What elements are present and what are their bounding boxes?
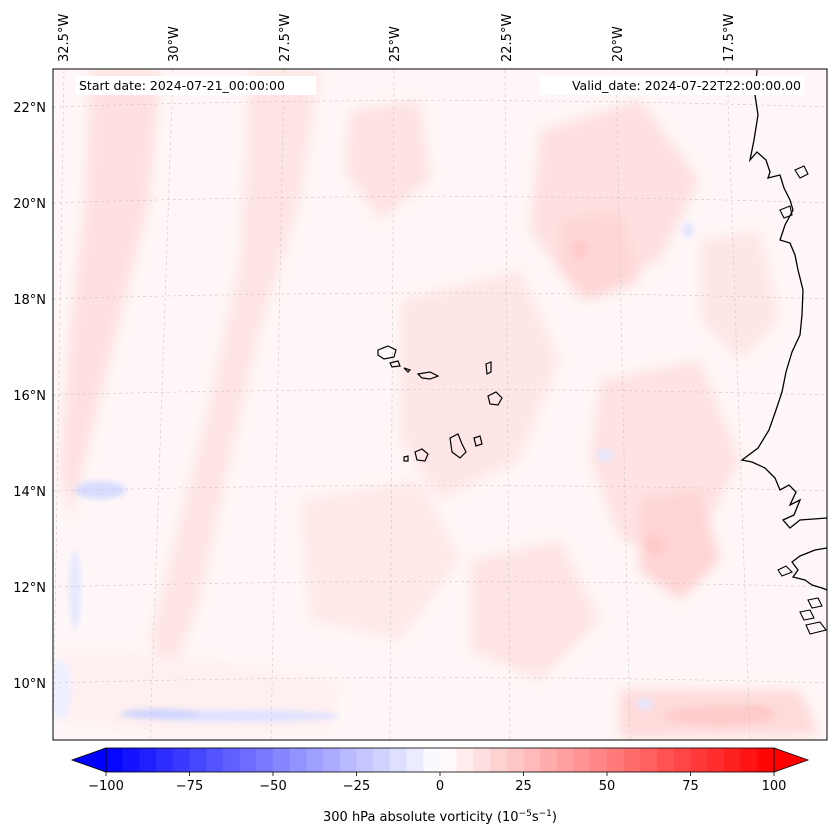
- colorbar-cell: [640, 748, 658, 772]
- colorbar-cell: [673, 748, 691, 772]
- map-panel: [53, 69, 827, 740]
- colorbar-cell: [456, 748, 474, 772]
- colorbar-extend-max: [773, 747, 810, 773]
- start-date-text: Start date: 2024-07-21_00:00:00: [79, 78, 285, 93]
- lat-label: 20°N: [13, 197, 46, 212]
- colorbar-cell: [690, 748, 708, 772]
- colorbar-cell: [423, 748, 441, 772]
- guinea-bissau-islands: [777, 565, 827, 635]
- lat-label: 12°N: [13, 581, 46, 596]
- island-sal: [485, 361, 492, 375]
- lon-label: 20°W: [611, 26, 626, 62]
- lat-label: 22°N: [13, 101, 46, 116]
- colorbar-tick-label: 25: [515, 779, 532, 794]
- colorbar-cell: [389, 748, 408, 772]
- colorbar-cell: [339, 748, 357, 772]
- island-santiago: [449, 433, 467, 459]
- valid-date-box: Valid_date: 2024-07-22T22:00:00.00: [540, 76, 804, 95]
- colorbar-cell: [206, 748, 224, 772]
- island-maio: [473, 435, 483, 447]
- colorbar-cell: [657, 748, 675, 772]
- colorbar-cell: [139, 748, 157, 772]
- colorbar-tick-label: 0: [436, 779, 444, 794]
- colorbar-cell: [273, 748, 291, 772]
- colorbar-cell: [523, 748, 541, 772]
- colorbar-cell: [723, 748, 742, 772]
- island-fogo: [414, 448, 429, 462]
- lon-label: 32.5°W: [57, 14, 72, 62]
- colorbar-cell: [707, 748, 725, 772]
- colorbar-cell: [239, 748, 257, 772]
- island-santa-luzia: [403, 367, 412, 373]
- vorticity-field-strong-positive: [572, 240, 775, 726]
- canary-like-coast-bits: [779, 165, 809, 219]
- island-santo-antao: [377, 345, 397, 360]
- lon-label: 27.5°W: [278, 14, 293, 62]
- colorbar-cell: [590, 748, 608, 772]
- colorbar-ticks: −100 −75 −50 −25 0 25 50 75 100: [88, 772, 786, 794]
- colorbar-cell: [506, 748, 524, 772]
- colorbar-cell: [122, 748, 140, 772]
- colorbar-cell: [306, 748, 324, 772]
- colorbar-cell: [406, 748, 424, 772]
- vorticity-field: [60, 70, 820, 738]
- lat-label: 18°N: [13, 293, 46, 308]
- colorbar-tick-label: 50: [599, 779, 616, 794]
- graticule: [53, 69, 827, 740]
- colorbar-cell: [473, 748, 491, 772]
- lon-label: 17.5°W: [722, 14, 737, 62]
- longitude-labels: 32.5°W 30°W 27.5°W 25°W 22.5°W 20°W 17.5…: [57, 14, 737, 62]
- cape-verde-islands: [377, 345, 503, 462]
- colorbar-cell: [740, 748, 758, 772]
- colorbar-label: 300 hPa absolute vorticity (10−5s−1): [323, 809, 557, 825]
- colorbar-cell: [172, 748, 190, 772]
- colorbar-tick-label: −100: [88, 779, 124, 794]
- colorbar-cell: [623, 748, 641, 772]
- colorbar-cell: [757, 748, 775, 772]
- colorbar-tick-label: 100: [762, 779, 787, 794]
- latitude-labels: 22°N 20°N 18°N 16°N 14°N 12°N 10°N: [13, 101, 46, 692]
- colorbar-cell: [373, 748, 391, 772]
- colorbar-extend-min: [70, 747, 107, 773]
- lat-label: 16°N: [13, 389, 46, 404]
- colorbar-cell: [222, 748, 241, 772]
- colorbar-cell: [156, 748, 174, 772]
- map-frame: [52, 68, 828, 741]
- colorbar-cell: [106, 748, 124, 772]
- lon-label: 25°W: [388, 26, 403, 62]
- island-brava: [403, 455, 409, 462]
- colorbar-tick-label: 75: [682, 779, 699, 794]
- colorbar-cells: [106, 748, 775, 772]
- colorbar-cell: [540, 748, 558, 772]
- colorbar-tick-label: −50: [259, 779, 286, 794]
- island-sao-nicolau: [416, 371, 440, 380]
- colorbar-cell: [256, 748, 274, 772]
- colorbar-cell: [607, 748, 625, 772]
- vorticity-field-negative: [53, 222, 694, 722]
- island-boa-vista: [487, 391, 503, 406]
- colorbar: −100 −75 −50 −25 0 25 50 75 100 300 hPa absolute…: [70, 747, 810, 825]
- africa-coastline: [740, 69, 827, 529]
- valid-date-text: Valid_date: 2024-07-22T22:00:00.00: [572, 78, 801, 93]
- colorbar-cell: [573, 748, 591, 772]
- lon-label: 30°W: [167, 26, 182, 62]
- colorbar-tick-label: −75: [176, 779, 203, 794]
- colorbar-cell: [490, 748, 508, 772]
- island-sao-vicente: [389, 360, 401, 368]
- colorbar-cell: [323, 748, 341, 772]
- africa-coastline-south: [791, 547, 827, 591]
- colorbar-tick-label: −25: [343, 779, 370, 794]
- colorbar-cell: [189, 748, 207, 772]
- start-date-box: Start date: 2024-07-21_00:00:00: [76, 76, 316, 95]
- lat-label: 14°N: [13, 485, 46, 500]
- colorbar-cell: [289, 748, 307, 772]
- lat-label: 10°N: [13, 677, 46, 692]
- lon-label: 22.5°W: [500, 14, 515, 62]
- colorbar-cell: [440, 748, 458, 772]
- colorbar-cell: [556, 748, 575, 772]
- colorbar-cell: [356, 748, 374, 772]
